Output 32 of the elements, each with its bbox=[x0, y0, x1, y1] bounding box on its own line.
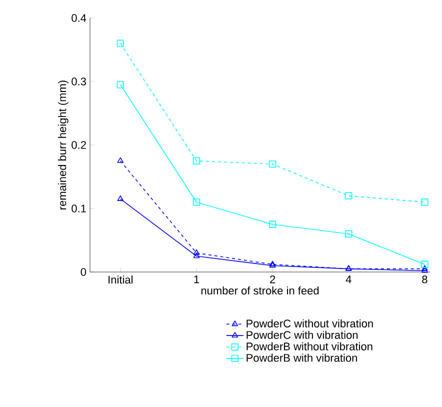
y-tick-label: 0.4 bbox=[72, 14, 86, 22]
point bbox=[345, 192, 352, 200]
point bbox=[268, 160, 276, 168]
y-axis-title: remained burr height (mm) bbox=[58, 80, 68, 210]
x-tick-label: 2 bbox=[270, 276, 276, 284]
point bbox=[193, 249, 200, 255]
point bbox=[116, 81, 124, 88]
point bbox=[117, 195, 124, 201]
point bbox=[192, 198, 200, 206]
point bbox=[268, 220, 276, 228]
x-tick-label: 4 bbox=[346, 276, 352, 284]
y-tick-label: 0 bbox=[80, 268, 86, 276]
y-tick-label: 0.1 bbox=[72, 204, 86, 212]
x-tick-label: 8 bbox=[422, 276, 428, 284]
x-tick-label: Initial bbox=[108, 276, 133, 284]
point bbox=[193, 252, 200, 258]
point bbox=[421, 198, 428, 206]
point bbox=[116, 40, 124, 47]
legend-label: PowderC with vibration bbox=[246, 330, 358, 339]
point bbox=[422, 267, 428, 273]
point bbox=[421, 260, 428, 268]
y-tick-label: 0.3 bbox=[72, 78, 86, 86]
x-axis-title: number of stroke in feed bbox=[201, 286, 319, 295]
point bbox=[422, 265, 428, 271]
legend-label: PowderC without vibration bbox=[246, 319, 373, 328]
point bbox=[345, 230, 352, 238]
legend-label: PowderB without vibration bbox=[246, 342, 372, 350]
point bbox=[117, 157, 124, 163]
x-tick-label: 1 bbox=[194, 276, 200, 284]
y-tick-label: 0.2 bbox=[72, 141, 86, 149]
point bbox=[192, 157, 200, 164]
legend-label: PowderB with vibration bbox=[246, 354, 357, 362]
